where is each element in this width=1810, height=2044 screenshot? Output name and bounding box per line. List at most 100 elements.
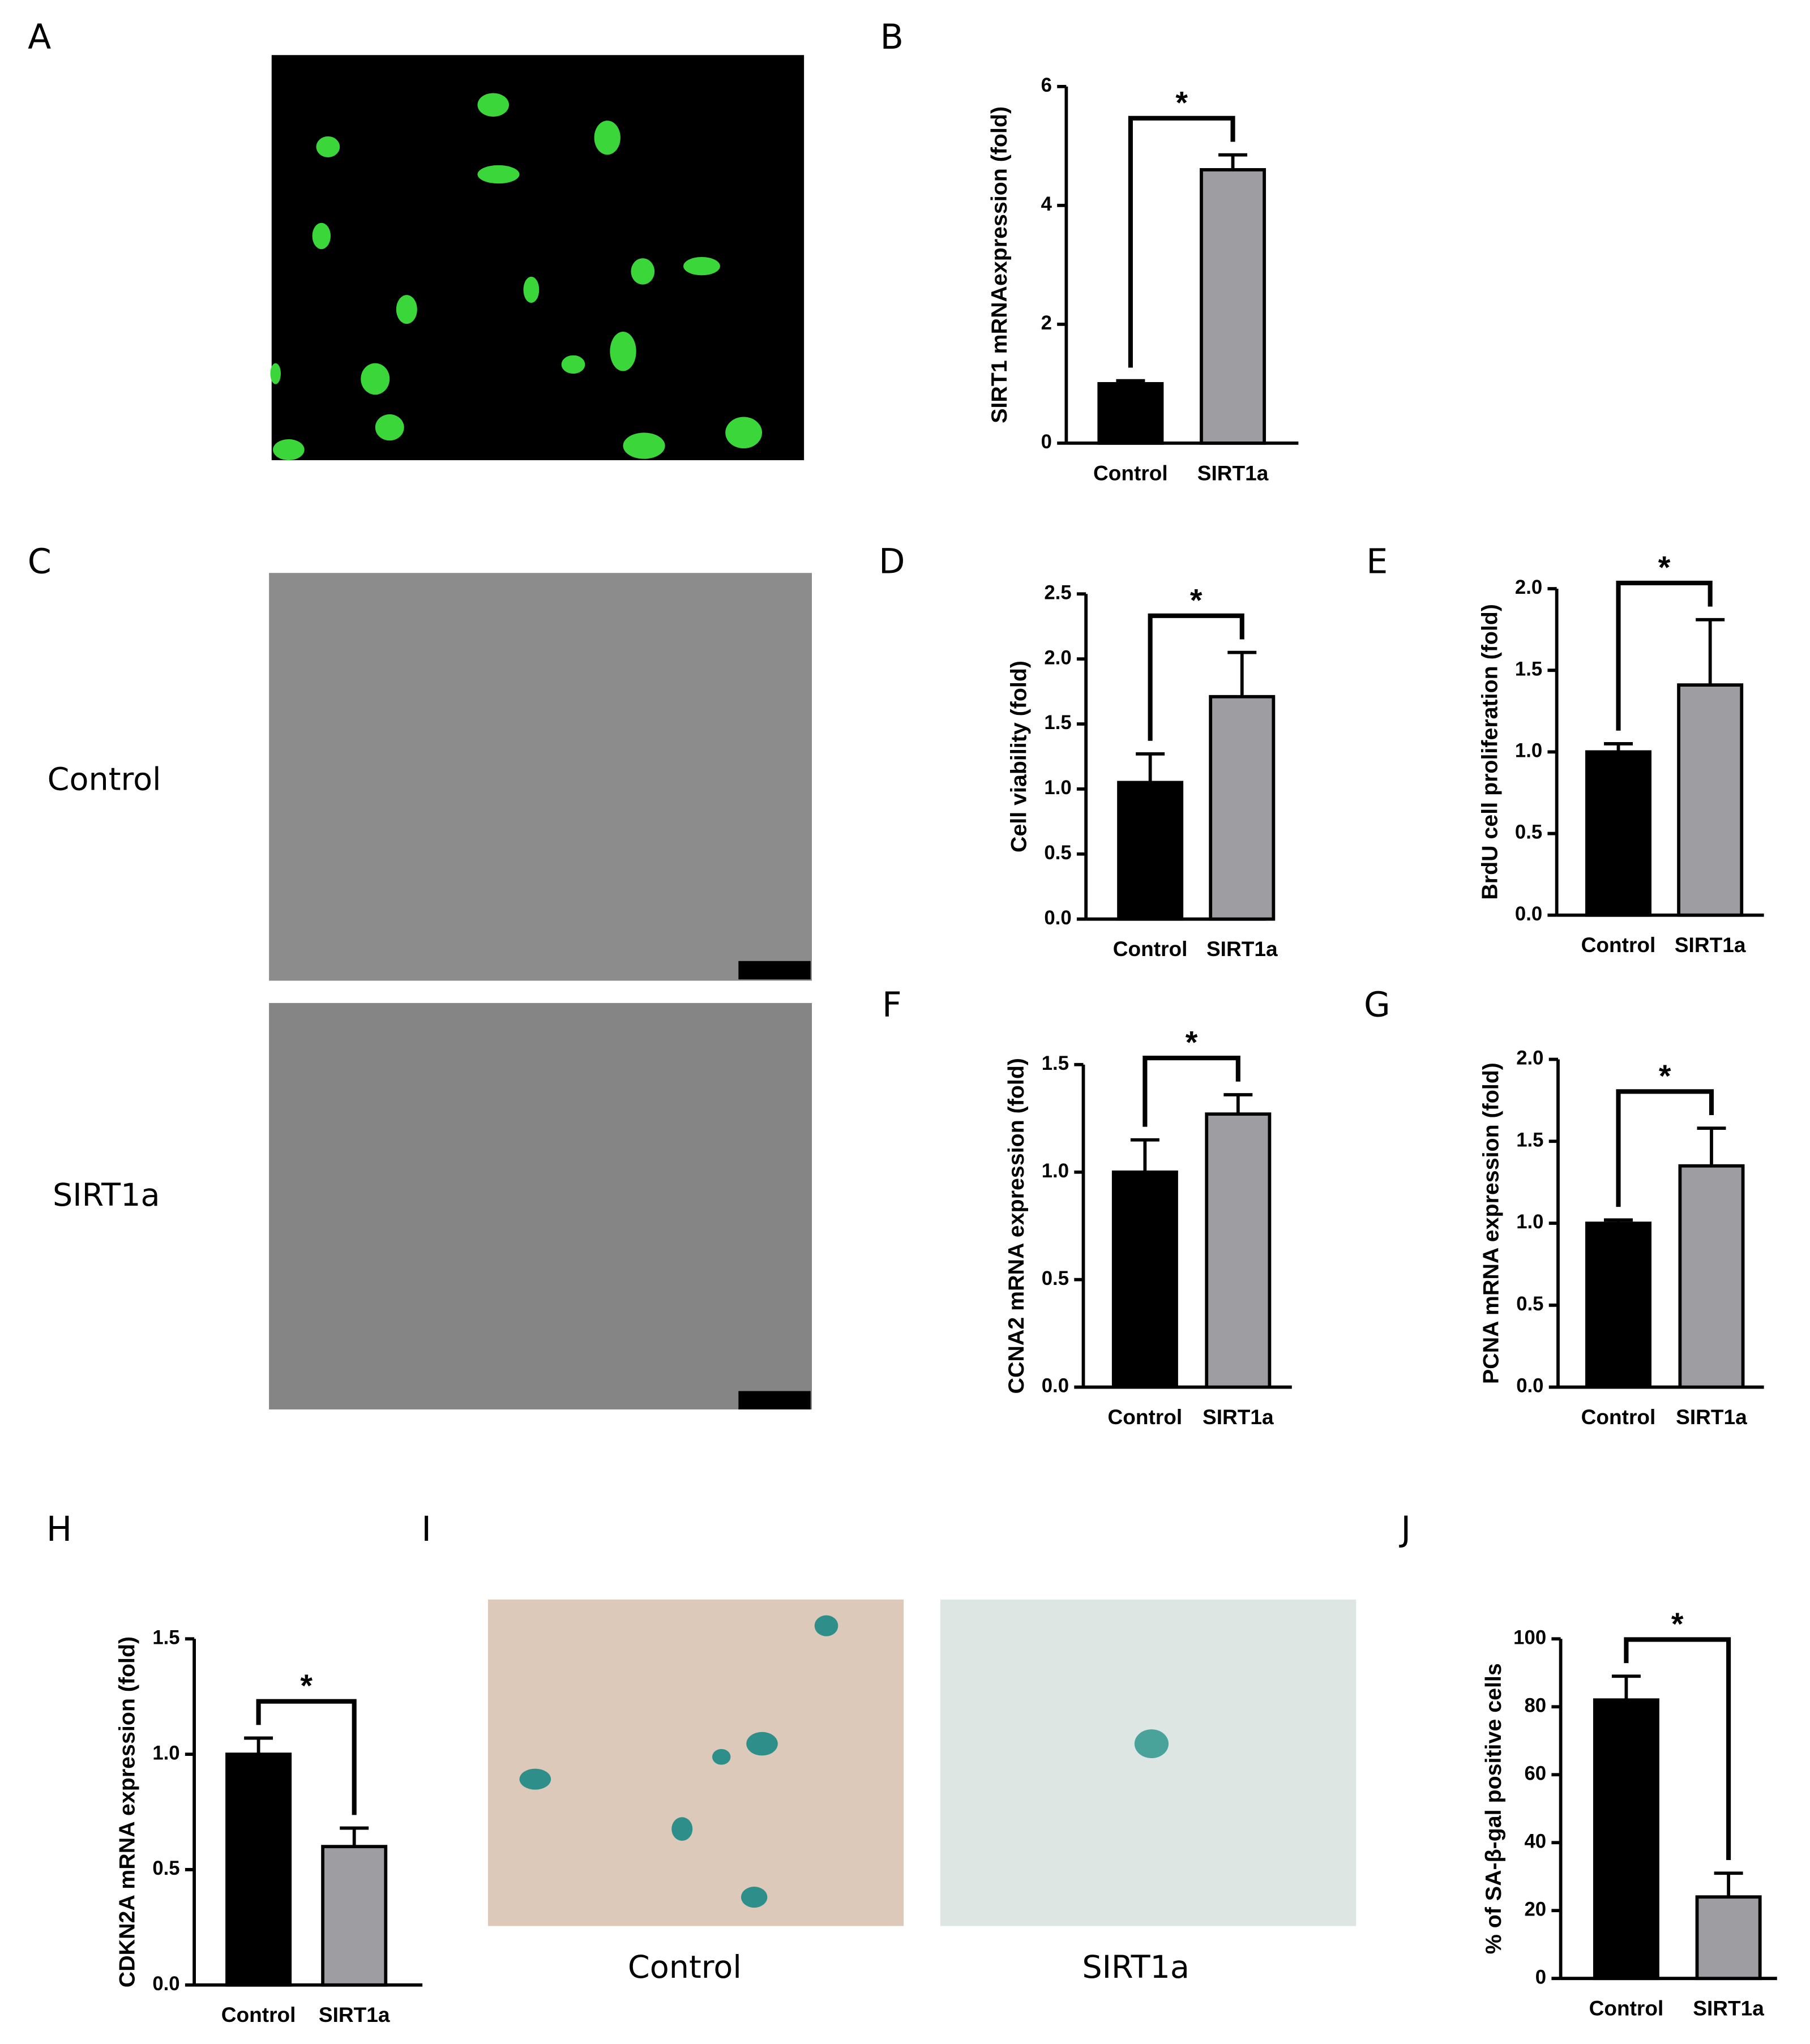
error-bar: [1218, 153, 1248, 170]
y-axis-label: PCNA mRNA expression (fold): [1479, 1062, 1504, 1384]
cell-spots: [270, 93, 763, 460]
y-axis-label: BrdU cell proliferation (fold): [1477, 604, 1502, 900]
significance-bracket: [1616, 1089, 1714, 1207]
image-label: Control: [628, 1949, 742, 1986]
panel-letter: E: [1366, 542, 1388, 582]
bar: [225, 1752, 292, 1987]
x-tick-label: SIRT1a: [1693, 1996, 1764, 2020]
y-tick-label: 1.0: [1044, 777, 1071, 799]
y-axis-label: Cell viability (fold): [1007, 661, 1032, 852]
y-tick-label: 0.5: [1515, 822, 1542, 843]
significance-star: *: [1186, 1025, 1198, 1060]
scale-bar: [738, 961, 811, 980]
x-tick-label: SIRT1a: [319, 2003, 390, 2026]
error-bar: [1604, 742, 1633, 752]
significance-star: *: [1190, 582, 1203, 618]
error-bar: [340, 1826, 369, 1847]
bar: [1205, 1112, 1272, 1389]
panel-letter: A: [28, 18, 51, 57]
scale-bar: [738, 1391, 811, 1409]
error-bar: [1116, 379, 1145, 384]
bar: [1097, 382, 1164, 445]
panel-letter: D: [879, 542, 905, 582]
error-bar: [1130, 1138, 1159, 1172]
x-tick-label: Control: [1589, 1996, 1664, 2020]
error-bar: [1136, 752, 1165, 783]
bar: [1695, 1895, 1762, 1981]
panel-letter: J: [1398, 1510, 1411, 1549]
y-tick-label: 100: [1513, 1627, 1546, 1648]
phase-image-control: [269, 573, 812, 981]
significance-bracket: [256, 1699, 357, 1815]
y-tick-label: 2.0: [1515, 577, 1542, 598]
y-tick-label: 0.0: [1515, 903, 1542, 925]
error-bar: [1696, 618, 1725, 685]
significance-bracket: [1143, 1056, 1240, 1127]
y-axis-label: SIRT1 mRNAexpression (fold): [987, 106, 1012, 423]
bar: [1677, 683, 1744, 917]
y-tick-label: 1.0: [152, 1742, 179, 1764]
phase-image-sirt1a: [269, 1002, 812, 1409]
panel-letter: G: [1364, 985, 1390, 1025]
error-bar: [1604, 1218, 1633, 1224]
bar: [1678, 1164, 1745, 1389]
bar: [1111, 1170, 1178, 1389]
significance-bracket: [1624, 1637, 1731, 1861]
y-tick-label: 6: [1041, 75, 1052, 96]
y-tick-label: 0.5: [1042, 1268, 1069, 1289]
x-tick-label: SIRT1a: [1676, 1405, 1747, 1429]
error-bar: [1697, 1126, 1726, 1166]
sa-gal-image-control: [487, 1599, 904, 1926]
x-tick-label: SIRT1a: [1203, 1405, 1274, 1429]
y-tick-label: 2.0: [1044, 647, 1071, 669]
x-tick-label: Control: [1093, 461, 1168, 485]
y-tick-label: 4: [1041, 194, 1052, 215]
bar: [1593, 1698, 1659, 1981]
x-tick-label: Control: [221, 2003, 296, 2026]
error-bar: [1611, 1674, 1641, 1700]
significance-star: *: [1175, 85, 1188, 120]
y-tick-label: 0: [1535, 1966, 1546, 1988]
y-axis-label: CDKN2A mRNA expression (fold): [115, 1636, 140, 1987]
y-tick-label: 1.5: [152, 1627, 179, 1648]
y-tick-label: 0.0: [152, 1973, 179, 1995]
x-tick-label: Control: [1108, 1405, 1183, 1429]
significance-star: *: [1671, 1606, 1684, 1642]
significance-bracket: [1616, 580, 1713, 731]
significance-star: *: [1658, 550, 1671, 585]
x-tick-label: Control: [1113, 937, 1188, 961]
error-bar: [1227, 650, 1257, 697]
panel-letter: I: [421, 1510, 431, 1549]
bar: [1117, 781, 1184, 921]
y-tick-label: 1.5: [1042, 1053, 1069, 1074]
fluorescence-image: [271, 55, 805, 460]
y-tick-label: 0.0: [1044, 907, 1071, 929]
y-axis-label: % of SA-β-gal positive cells: [1481, 1663, 1506, 1954]
significance-star: *: [1659, 1059, 1671, 1094]
y-tick-label: 0.5: [1516, 1293, 1543, 1315]
y-tick-label: 0: [1041, 431, 1052, 453]
image-label: Control: [48, 761, 161, 798]
significance-bracket: [1128, 115, 1235, 368]
y-tick-label: 40: [1524, 1831, 1546, 1852]
y-tick-label: 2.0: [1516, 1048, 1543, 1069]
bar: [321, 1845, 388, 1987]
significance-star: *: [300, 1668, 313, 1703]
x-tick-label: Control: [1581, 1405, 1656, 1429]
stain-spot: [1134, 1729, 1169, 1759]
y-tick-label: 60: [1524, 1763, 1546, 1784]
error-bar: [1714, 1871, 1743, 1897]
y-tick-label: 1.5: [1516, 1129, 1543, 1151]
significance-bracket: [1148, 613, 1244, 741]
panel-letter: C: [28, 542, 52, 582]
image-label: SIRT1a: [1082, 1949, 1189, 1986]
panel-letter: H: [46, 1510, 72, 1549]
y-tick-label: 1.0: [1042, 1160, 1069, 1182]
panel-letter: F: [882, 985, 902, 1025]
y-tick-label: 0.5: [1044, 842, 1071, 864]
error-bar: [1223, 1093, 1253, 1115]
x-tick-label: SIRT1a: [1197, 461, 1269, 485]
y-tick-label: 1.0: [1515, 740, 1542, 762]
y-tick-label: 0.0: [1516, 1375, 1543, 1397]
